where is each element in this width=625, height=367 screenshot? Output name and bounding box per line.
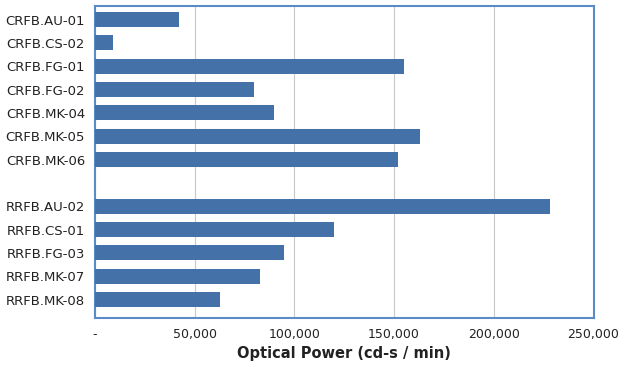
Bar: [95, 152, 398, 167]
Bar: [95, 82, 254, 97]
Bar: [95, 245, 284, 261]
X-axis label: Optical Power (cd-s / min): Optical Power (cd-s / min): [238, 346, 451, 361]
Bar: [95, 199, 549, 214]
Bar: [95, 35, 112, 51]
Bar: [95, 269, 261, 284]
Bar: [95, 105, 274, 120]
Bar: [95, 59, 404, 74]
Bar: [95, 222, 334, 237]
Bar: [95, 128, 420, 144]
Bar: [95, 12, 179, 27]
Bar: [95, 292, 221, 307]
